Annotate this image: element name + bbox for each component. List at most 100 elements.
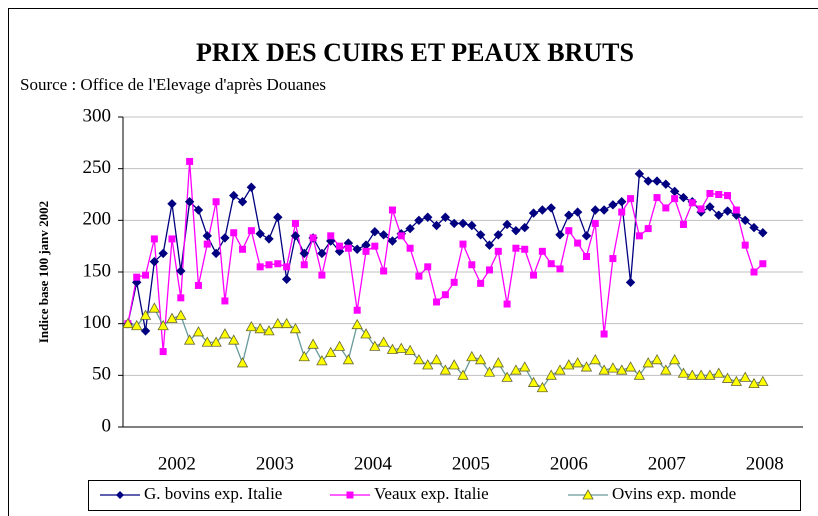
point <box>201 336 213 347</box>
chart-frame <box>8 8 818 516</box>
point <box>175 309 187 320</box>
point <box>468 261 476 269</box>
point <box>574 239 582 247</box>
point <box>563 359 575 370</box>
point <box>459 240 467 248</box>
point <box>697 205 705 213</box>
point <box>458 218 468 229</box>
point <box>721 372 734 383</box>
point <box>501 371 513 382</box>
point <box>724 192 732 200</box>
point <box>272 317 284 329</box>
point <box>351 318 363 330</box>
point <box>510 364 522 375</box>
point <box>202 231 212 241</box>
y-tick-label: 150 <box>83 260 112 281</box>
point <box>571 357 584 368</box>
point <box>362 247 370 255</box>
point <box>186 157 194 165</box>
point <box>492 357 504 368</box>
point <box>512 244 520 252</box>
point <box>414 215 424 226</box>
point <box>686 369 698 380</box>
point <box>466 350 478 362</box>
point <box>325 346 337 358</box>
y-axis-label: Indice base 100 janv 2002 <box>36 201 51 343</box>
x-tick-label: 2007 <box>648 453 686 474</box>
point <box>704 369 716 380</box>
point <box>582 253 590 260</box>
point <box>589 354 601 365</box>
point <box>493 230 503 240</box>
point <box>369 340 381 351</box>
point <box>307 338 319 349</box>
point <box>237 197 248 207</box>
point <box>521 245 529 253</box>
point <box>695 369 707 380</box>
point <box>140 326 151 336</box>
point <box>555 230 565 240</box>
point <box>713 367 725 378</box>
point <box>581 231 592 241</box>
legend-marker <box>116 491 124 499</box>
point <box>627 195 635 203</box>
point <box>591 219 599 227</box>
point <box>395 342 407 353</box>
y-tick-label: 300 <box>83 105 112 126</box>
point <box>139 309 152 320</box>
point <box>316 355 328 366</box>
point <box>283 263 291 271</box>
point <box>360 328 372 339</box>
point <box>475 230 486 240</box>
point <box>386 343 399 354</box>
point <box>280 317 293 329</box>
point <box>536 381 549 393</box>
point <box>599 205 609 215</box>
x-tick-label: 2004 <box>354 453 393 474</box>
point <box>715 191 723 198</box>
point <box>609 255 617 263</box>
point <box>228 334 240 345</box>
point <box>254 323 266 334</box>
point <box>607 362 619 373</box>
point <box>176 266 186 276</box>
point <box>344 244 352 252</box>
point <box>274 260 282 268</box>
point <box>433 298 441 306</box>
point <box>439 364 452 375</box>
point <box>239 245 247 253</box>
point <box>370 226 380 237</box>
point <box>519 361 531 372</box>
point <box>230 229 238 237</box>
point <box>203 240 211 248</box>
point <box>377 336 390 347</box>
point <box>265 261 273 269</box>
point <box>183 334 196 345</box>
point <box>749 222 759 233</box>
point <box>644 225 652 233</box>
point <box>167 199 177 209</box>
point <box>651 354 663 365</box>
x-tick-label: 2005 <box>452 453 490 474</box>
point <box>503 300 511 308</box>
point <box>608 200 618 210</box>
point <box>545 369 557 380</box>
point <box>714 210 724 220</box>
point <box>133 273 141 281</box>
point <box>298 350 310 362</box>
point <box>317 248 327 259</box>
point <box>618 208 626 216</box>
point <box>668 354 681 365</box>
point <box>546 203 556 213</box>
point <box>457 369 469 380</box>
point <box>477 279 485 287</box>
point <box>168 235 176 243</box>
point <box>210 336 222 347</box>
point <box>342 354 355 365</box>
point <box>759 260 767 268</box>
point <box>333 340 346 351</box>
point <box>671 195 679 203</box>
point <box>625 277 636 288</box>
point <box>177 294 185 302</box>
